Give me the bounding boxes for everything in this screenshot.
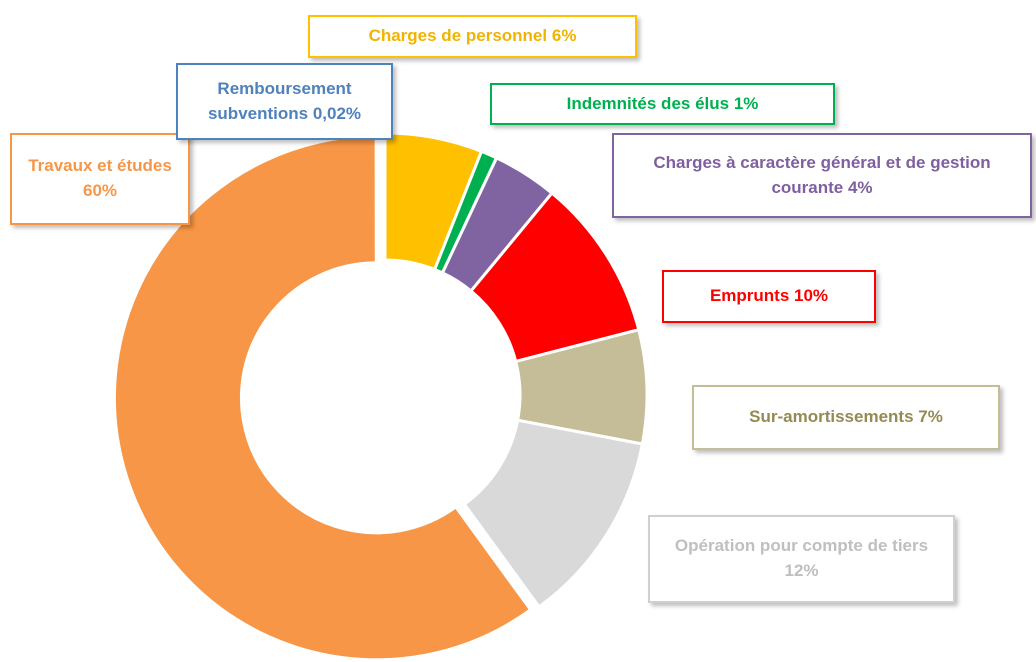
donut-slice — [462, 418, 645, 609]
label-text: Indemnités des élus 1% — [567, 92, 759, 117]
label-text: Opération pour compte de tiers 12% — [658, 534, 945, 583]
slice-label: Charges à caractère général et de gestio… — [612, 133, 1032, 218]
slice-label: Indemnités des élus 1% — [490, 83, 835, 125]
category-name: Indemnités des élus — [566, 93, 730, 113]
value-label: 10% — [794, 286, 829, 306]
label-text: Remboursement subventions 0,02% — [186, 77, 383, 126]
slice-label: Emprunts 10% — [662, 270, 876, 323]
category-name: Remboursement subventions — [207, 78, 352, 123]
label-text: Sur-amortissements 7% — [749, 405, 943, 430]
category-name: Charges de personnel — [368, 26, 548, 46]
value-label: 0,02% — [312, 103, 362, 123]
label-text: Charges de personnel 6% — [369, 24, 577, 49]
category-name: Opération pour compte de tiers — [674, 536, 929, 556]
slice-label: Opération pour compte de tiers 12% — [648, 515, 955, 603]
value-label: 12% — [784, 561, 819, 580]
label-text: Charges à caractère général et de gestio… — [622, 151, 1022, 200]
category-name: Sur-amortissements — [749, 407, 914, 427]
value-label: 7% — [918, 407, 943, 427]
slice-label: Travaux et études 60% — [10, 133, 190, 225]
value-label: 4% — [847, 177, 873, 197]
value-label: 60% — [82, 181, 118, 200]
donut-slice — [112, 134, 533, 662]
label-text: Travaux et études 60% — [20, 154, 180, 203]
value-label: 6% — [551, 26, 577, 46]
value-label: 1% — [733, 93, 759, 113]
category-name: Emprunts — [709, 286, 790, 306]
category-name: Charges à caractère général et de gestio… — [653, 152, 991, 197]
label-text: Emprunts 10% — [710, 284, 828, 309]
slice-label: Remboursement subventions 0,02% — [176, 63, 393, 140]
slice-label: Charges de personnel 6% — [308, 15, 637, 58]
category-name: Travaux et études — [28, 156, 172, 176]
slice-label: Sur-amortissements 7% — [692, 385, 1000, 450]
